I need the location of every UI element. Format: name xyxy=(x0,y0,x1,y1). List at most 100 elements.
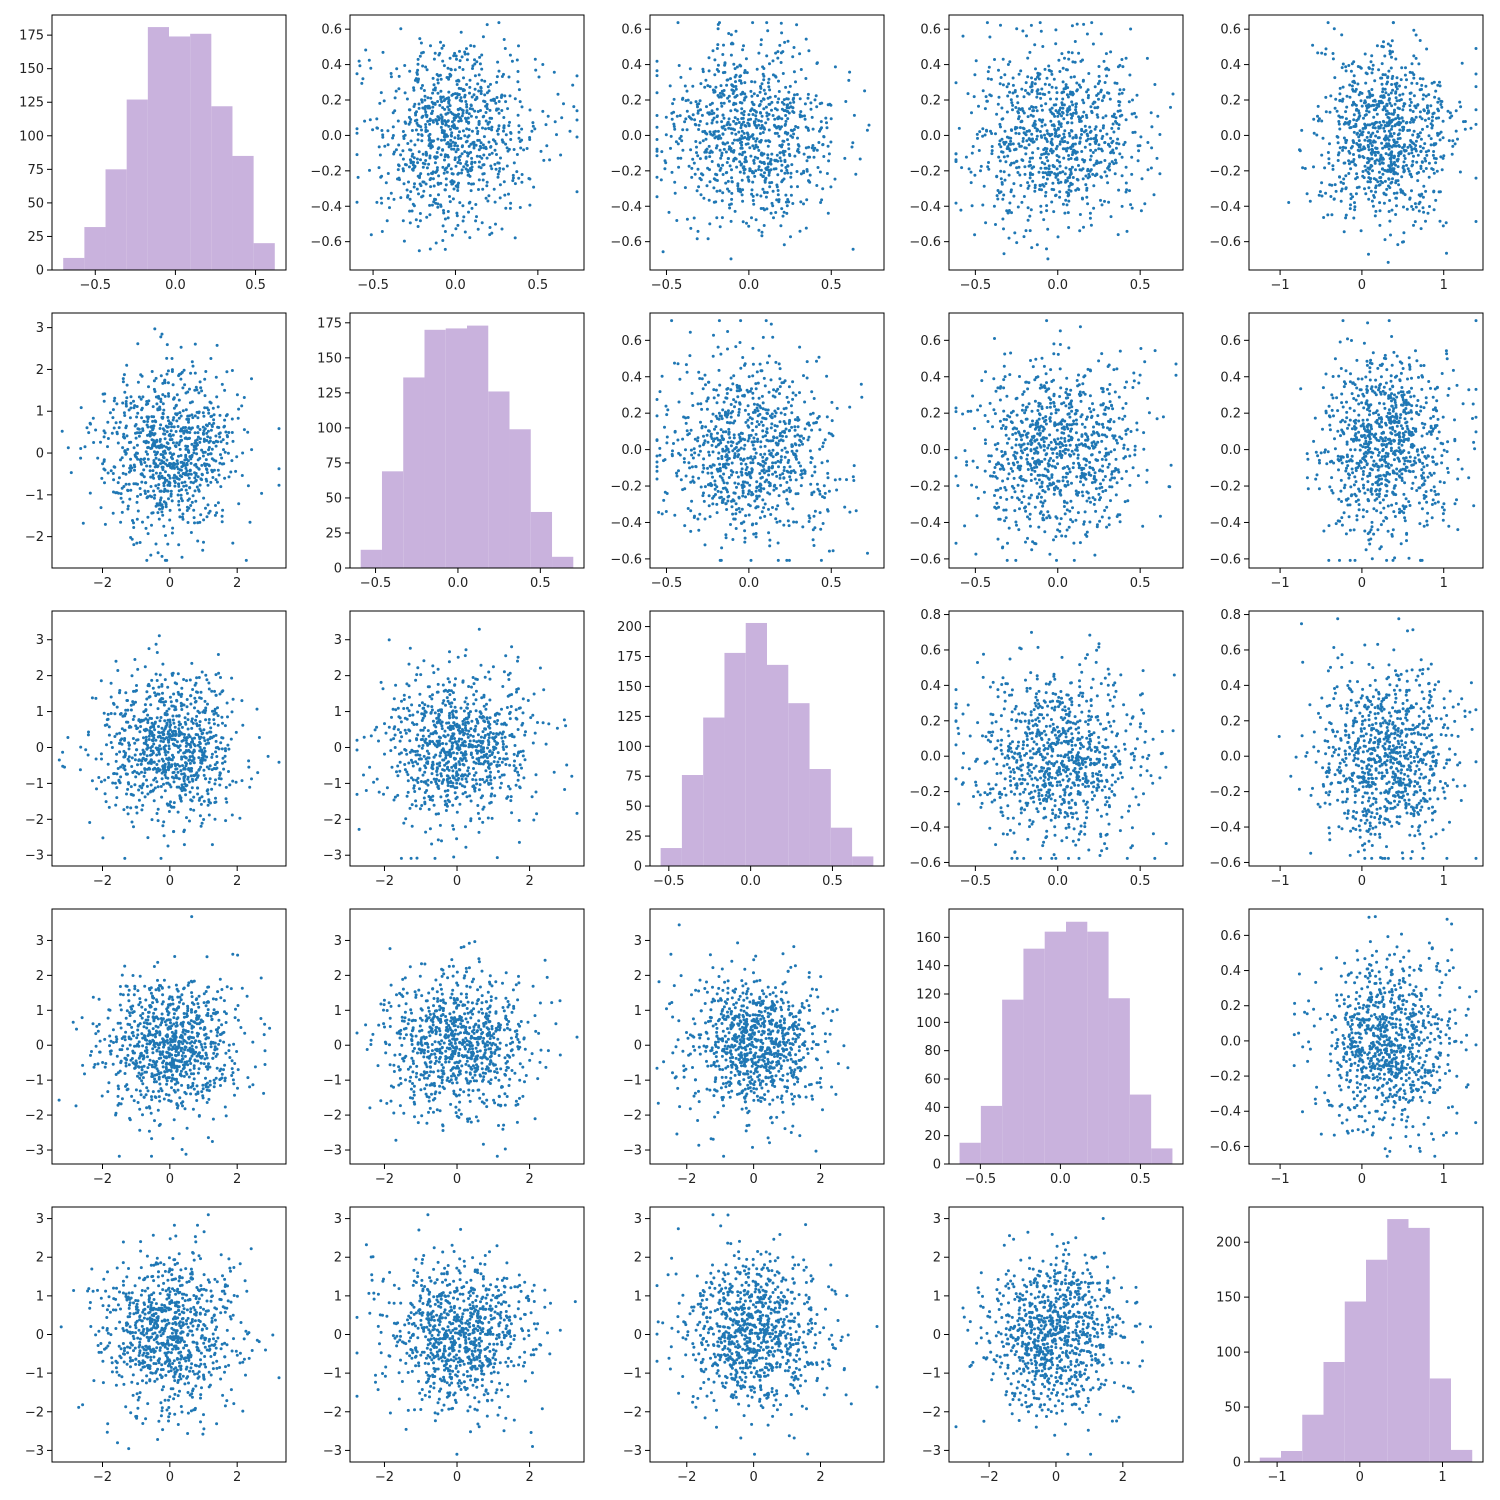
scatter-point xyxy=(513,97,517,101)
scatter-point xyxy=(1356,148,1360,152)
scatter-point xyxy=(1058,195,1062,199)
scatter-point xyxy=(418,174,422,178)
scatter-point xyxy=(1110,160,1114,164)
scatter-point xyxy=(1399,188,1403,192)
x-tick-label: 0.0 xyxy=(445,278,466,293)
scatter-point xyxy=(1046,257,1050,261)
scatter-point xyxy=(127,470,131,474)
scatter-point xyxy=(803,117,807,121)
scatter-point xyxy=(1358,133,1362,137)
scatter-point xyxy=(485,156,489,160)
scatter-point xyxy=(1422,169,1426,173)
scatter-point xyxy=(509,131,513,134)
scatter-point xyxy=(223,424,226,428)
scatter-point xyxy=(1353,81,1357,85)
scatter-point xyxy=(1061,97,1065,101)
scatter-point xyxy=(990,145,994,148)
scatter-point xyxy=(1400,116,1404,120)
scatter-point xyxy=(676,156,680,160)
scatter-point xyxy=(1375,112,1379,116)
scatter-point xyxy=(442,211,446,215)
scatter-point xyxy=(825,126,829,130)
scatter-point xyxy=(1045,129,1049,133)
scatter-point xyxy=(699,485,703,489)
x-tick-label: 2 xyxy=(233,576,241,591)
scatter-point xyxy=(798,345,802,349)
scatter-point xyxy=(1387,147,1391,151)
scatter-point xyxy=(217,426,221,429)
y-tick-label: 0.2 xyxy=(920,94,941,109)
scatter-point xyxy=(1037,72,1041,76)
scatter-point xyxy=(1403,157,1407,160)
scatter-point xyxy=(1027,143,1031,147)
scatter-point xyxy=(751,180,755,184)
scatter-point xyxy=(463,150,467,154)
scatter-point xyxy=(1352,130,1356,134)
scatter-point xyxy=(1099,198,1102,202)
scatter-point xyxy=(715,120,719,124)
scatter-point xyxy=(1089,168,1093,172)
scatter-point xyxy=(1415,160,1419,164)
y-tick-label: −0.6 xyxy=(909,235,941,250)
scatter-point xyxy=(1366,123,1370,127)
scatter-point xyxy=(1103,199,1106,203)
scatter-point xyxy=(788,84,792,88)
scatter-point xyxy=(134,431,137,435)
scatter-point xyxy=(1434,161,1438,165)
scatter-point xyxy=(1338,175,1341,179)
scatter-point xyxy=(1002,155,1006,159)
scatter-point xyxy=(733,481,737,485)
scatter-point xyxy=(126,488,130,492)
scatter-point xyxy=(102,435,106,439)
scatter-point xyxy=(1397,183,1401,187)
scatter-point xyxy=(692,216,696,220)
scatter-point xyxy=(1019,69,1023,73)
scatter-point xyxy=(568,129,572,133)
scatter-point xyxy=(197,410,201,414)
scatter-point xyxy=(795,93,799,96)
scatter-point xyxy=(188,387,191,391)
scatter-point xyxy=(763,502,767,506)
y-tick-label: 0.0 xyxy=(321,129,342,144)
scatter-point xyxy=(202,439,206,443)
scatter-point xyxy=(214,444,218,448)
scatter-point xyxy=(1093,127,1097,131)
scatter-point xyxy=(744,495,747,499)
scatter-point xyxy=(481,143,485,147)
scatter-point xyxy=(220,382,224,386)
y-tick-label: 75 xyxy=(27,163,44,178)
scatter-point xyxy=(1348,126,1352,130)
scatter-point xyxy=(1034,67,1037,71)
scatter-point xyxy=(743,92,747,96)
scatter-point xyxy=(367,58,371,62)
scatter-point xyxy=(1373,159,1377,163)
scatter-point xyxy=(759,38,763,42)
scatter-point xyxy=(148,469,152,473)
scatter-point xyxy=(1405,207,1409,211)
scatter-point xyxy=(397,74,401,78)
scatter-point xyxy=(785,103,789,107)
scatter-point xyxy=(716,457,720,460)
scatter-point xyxy=(746,175,750,179)
scatter-point xyxy=(1050,123,1054,127)
scatter-point xyxy=(177,543,181,547)
scatter-point xyxy=(801,442,804,446)
scatter-point xyxy=(203,377,207,381)
scatter-point xyxy=(1122,143,1126,147)
scatter-point xyxy=(1052,210,1056,214)
scatter-point xyxy=(1329,94,1333,98)
scatter-point xyxy=(150,370,154,373)
scatter-point xyxy=(222,448,225,452)
scatter-point xyxy=(172,476,176,480)
scatter-point xyxy=(472,146,476,150)
scatter-point xyxy=(378,153,382,157)
scatter-point xyxy=(455,57,458,61)
scatter-point xyxy=(815,148,819,152)
scatter-point xyxy=(984,221,988,225)
scatter-point xyxy=(466,173,470,177)
scatter-point xyxy=(212,458,216,462)
scatter-point xyxy=(1138,144,1142,148)
scatter-point xyxy=(756,94,760,98)
scatter-point xyxy=(1045,177,1049,181)
scatter-point xyxy=(1116,233,1120,237)
